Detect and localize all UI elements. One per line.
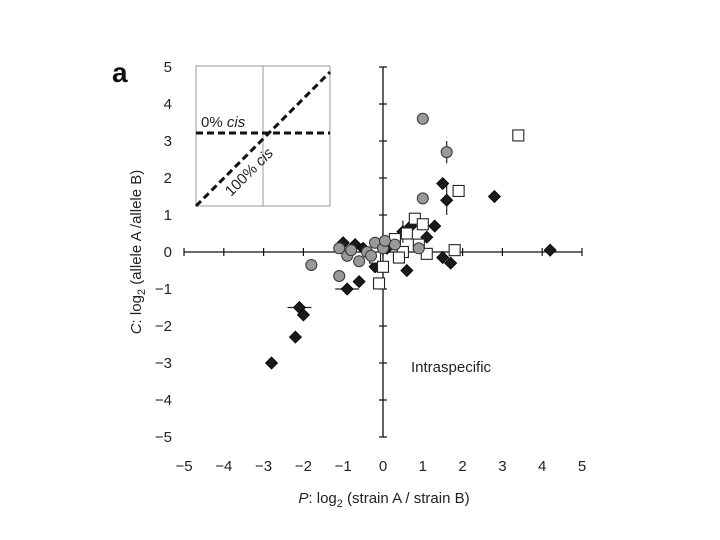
y-tick-label: −3 xyxy=(155,355,172,372)
x-tick-label: −1 xyxy=(335,458,352,475)
x-tick-label: −2 xyxy=(295,458,312,475)
y-tick-label: 1 xyxy=(164,207,172,224)
data-point-diamond xyxy=(340,282,354,296)
data-point-diamond xyxy=(296,308,310,322)
data-point-square xyxy=(376,260,390,273)
data-point-circle xyxy=(388,238,401,251)
data-point-circle xyxy=(416,192,429,205)
data-point-circle xyxy=(412,242,425,255)
x-tick-label: 2 xyxy=(458,458,466,475)
data-point-diamond xyxy=(428,219,442,233)
data-point-circle xyxy=(353,255,366,268)
inset-hundred-cis-line xyxy=(194,70,332,208)
data-point-circle xyxy=(440,146,453,159)
data-point-diamond xyxy=(352,275,366,289)
x-tick-label: 4 xyxy=(538,458,546,475)
data-point-circle xyxy=(333,270,346,283)
data-point-square xyxy=(512,129,525,142)
data-point-circle xyxy=(365,249,378,262)
y-tick-label: 2 xyxy=(164,170,172,187)
data-point-circle xyxy=(305,258,318,271)
inset-zero-cis-label: 0% cis xyxy=(201,114,246,131)
y-axis-label: C: log2 (allele A /allele B) xyxy=(128,170,148,335)
data-point-diamond xyxy=(288,330,303,344)
data-point-diamond xyxy=(444,256,458,270)
x-tick-label: 3 xyxy=(498,458,506,475)
data-point-square xyxy=(420,247,433,260)
x-tick-label: 5 xyxy=(578,458,586,475)
data-point-circle xyxy=(345,244,358,257)
data-point-square xyxy=(400,227,413,240)
y-tick-label: 5 xyxy=(164,59,172,76)
data-point-diamond xyxy=(436,250,450,265)
inset-diagram: 0% cis 100% cis xyxy=(194,65,332,208)
data-point-diamond xyxy=(440,193,454,207)
intraspecific-annotation: Intraspecific xyxy=(411,359,492,376)
y-tick-label: 4 xyxy=(164,96,172,113)
y-tick-label: 0 xyxy=(164,244,172,261)
data-point-diamond xyxy=(400,263,414,278)
y-tick-label: −5 xyxy=(155,429,172,446)
data-point-diamond xyxy=(487,189,502,204)
x-tick-label: 1 xyxy=(419,458,427,475)
data-point-square xyxy=(452,184,465,197)
panel-label: a xyxy=(112,57,128,88)
data-point-square xyxy=(416,218,429,231)
y-tick-label: −1 xyxy=(155,281,172,298)
data-point-square xyxy=(372,277,386,290)
data-point-circle xyxy=(416,112,429,125)
x-tick-label: −4 xyxy=(215,458,232,475)
x-axis-label: P: log2 (strain A / strain B) xyxy=(298,490,469,510)
data-point-diamond xyxy=(543,243,557,257)
data-point-diamond xyxy=(436,176,450,191)
x-tick-label: −3 xyxy=(255,458,272,475)
y-tick-label: 3 xyxy=(164,133,172,150)
data-point-circle xyxy=(333,242,346,255)
data-point-square xyxy=(392,251,405,264)
y-ticks: −5 −4 −3 −2 −1 0 1 2 3 4 5 xyxy=(155,59,387,446)
x-tick-label: −5 xyxy=(175,458,192,475)
y-tick-label: −2 xyxy=(155,318,172,335)
y-tick-label: −4 xyxy=(155,392,172,409)
data-point-square xyxy=(448,244,461,257)
x-tick-label: 0 xyxy=(379,458,387,475)
data-point-diamond xyxy=(264,356,279,370)
data-point-circle xyxy=(378,234,391,247)
data-points xyxy=(264,112,557,370)
